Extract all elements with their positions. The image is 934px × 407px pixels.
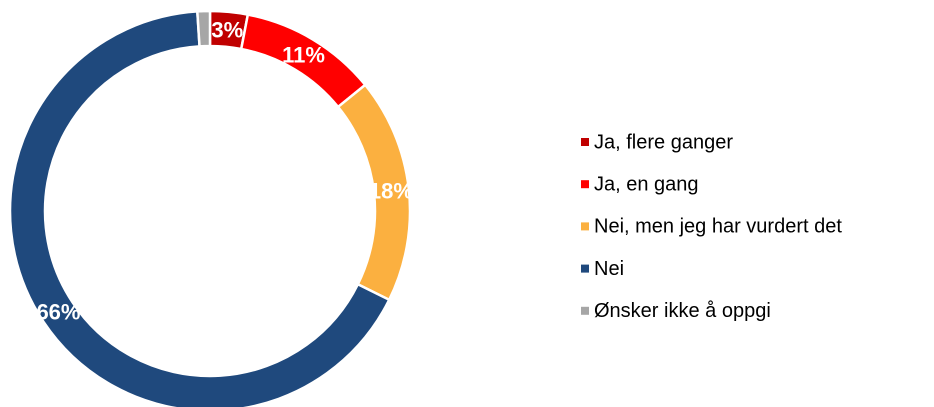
donut-slice: [8, 10, 391, 407]
data-label: 66%: [36, 300, 80, 325]
legend-swatch: [581, 180, 589, 189]
data-label: 18%: [369, 179, 413, 204]
legend-label: Ja, en gang: [594, 173, 699, 195]
legend-label: Nei, men jeg har vurdert det: [594, 216, 842, 238]
legend-swatch: [581, 138, 589, 146]
legend-swatch: [581, 264, 589, 273]
legend-label: Nei: [594, 258, 624, 280]
legend-swatch: [581, 306, 589, 315]
legend-label: Ja, flere ganger: [594, 131, 733, 153]
legend-swatch: [581, 222, 589, 231]
data-label: 11%: [282, 43, 325, 68]
donut-slice: [195, 9, 212, 48]
data-label: 3%: [211, 18, 243, 43]
legend-label: Ønsker ikke å oppgi: [594, 300, 771, 322]
